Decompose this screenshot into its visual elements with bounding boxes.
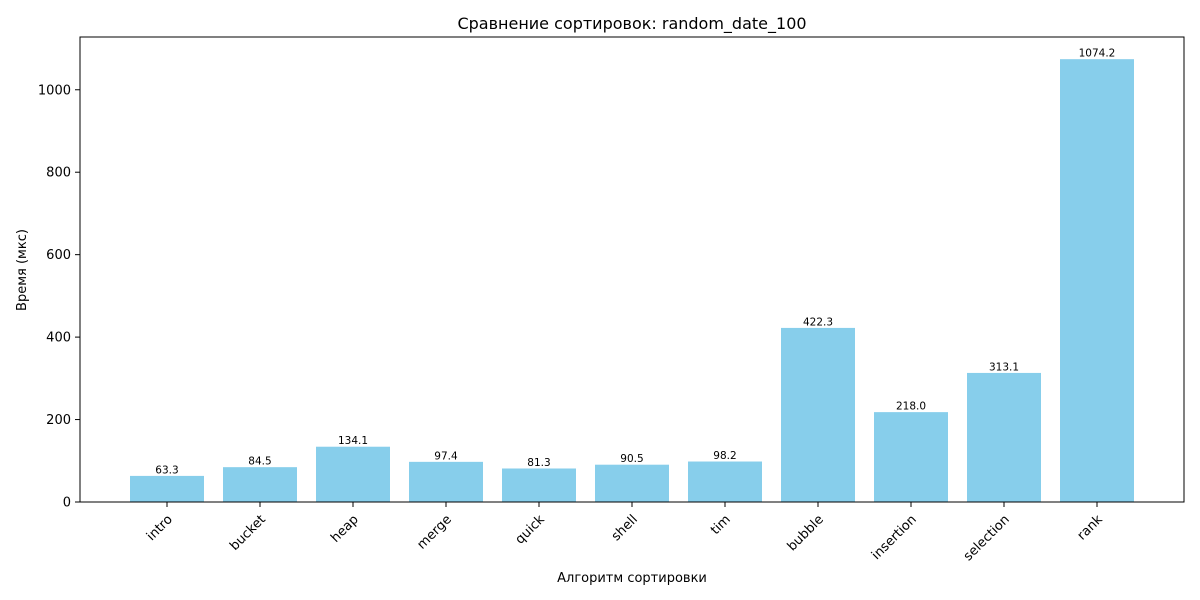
bar-merge [409,461,483,502]
bar-intro [130,475,204,502]
bar-shell [595,464,669,502]
data-label-insertion: 218.0 [896,401,926,413]
data-label-quick: 81.3 [527,457,550,469]
data-label-tim: 98.2 [713,450,736,462]
x-tick-label-heap: heap [328,512,362,546]
bar-rank [1060,59,1134,502]
x-tick-label-shell: shell [609,512,641,544]
chart-title: Сравнение сортировок: random_date_100 [457,14,806,34]
y-axis-label: Время (мкс) [15,229,30,311]
x-tick-label-quick: quick [513,512,549,548]
bar-selection [967,372,1041,502]
bar-insertion [874,412,948,502]
x-tick-label-intro: intro [144,512,176,544]
x-tick-label-rank: rank [1075,512,1107,544]
bar-quick [502,468,576,502]
x-axis-label: Алгоритм сортировки [557,571,707,586]
data-label-selection: 313.1 [989,361,1019,373]
y-tick-label: 800 [46,166,71,181]
y-tick-label: 600 [46,248,71,263]
bar-heap [316,446,390,502]
bar-bucket [223,467,297,502]
x-tick-label-tim: tim [708,512,734,538]
y-axis: 0 200 400 600 800 1000 [38,83,80,511]
data-label-shell: 90.5 [620,453,643,465]
x-tick-label-merge: merge [415,512,455,552]
data-label-merge: 97.4 [434,450,458,462]
data-label-rank: 1074.2 [1079,48,1116,60]
data-label-bubble: 422.3 [803,316,833,328]
bar-tim [688,461,762,502]
y-tick-label: 400 [46,331,71,346]
x-axis: intro bucket heap merge quick shell tim bubble i… [144,502,1106,564]
y-tick-label: 1000 [38,83,71,98]
x-tick-label-bucket: bucket [227,512,269,554]
data-label-bucket: 84.5 [248,456,271,468]
data-label-intro: 63.3 [155,464,178,476]
x-tick-label-selection: selection [961,512,1013,564]
data-label-heap: 134.1 [338,435,368,447]
x-tick-label-bubble: bubble [785,512,827,554]
y-tick-label: 0 [63,496,71,511]
y-tick-label: 200 [46,413,71,428]
bar-bubble [781,327,855,502]
plot-area: 63.3 84.5 134.1 97.4 81.3 90.5 98.2 422.3 218.0 3… [130,48,1134,502]
x-tick-label-insertion: insertion [869,512,920,563]
